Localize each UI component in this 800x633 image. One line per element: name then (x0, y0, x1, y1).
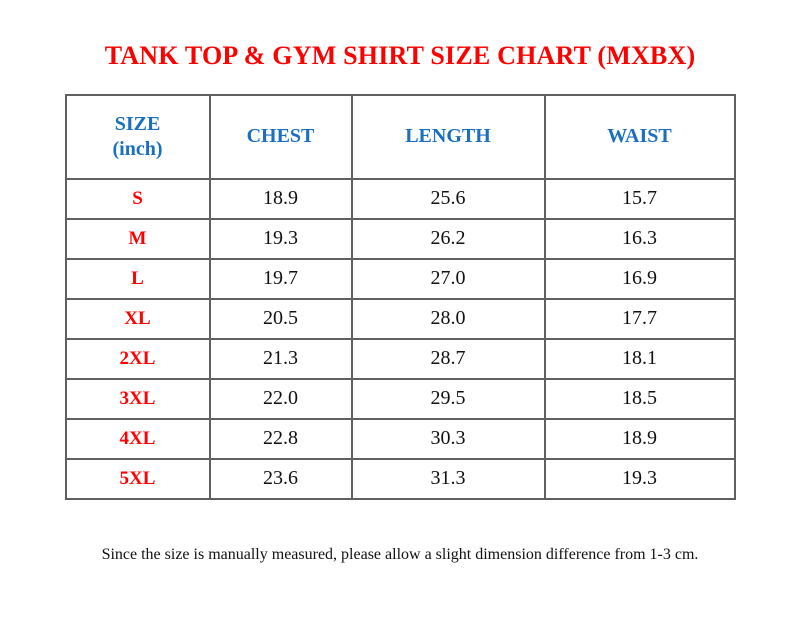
chest-cell: 23.6 (208, 457, 353, 500)
table-row: 2XL 21.3 28.7 18.1 (64, 337, 736, 380)
measurement-note: Since the size is manually measured, ple… (101, 545, 699, 563)
table-row: XL 20.5 28.0 17.7 (64, 297, 736, 340)
size-chart-table: SIZE (inch) CHEST LENGTH WAIST S 18.9 25… (64, 93, 736, 500)
size-cell: S (64, 177, 211, 220)
chest-cell: 21.3 (208, 337, 353, 380)
length-cell: 31.3 (350, 457, 546, 500)
length-cell: 28.7 (350, 337, 546, 380)
chest-cell: 18.9 (208, 177, 353, 220)
table-row: 3XL 22.0 29.5 18.5 (64, 377, 736, 420)
chest-cell: 19.7 (208, 257, 353, 300)
table-row: L 19.7 27.0 16.9 (64, 257, 736, 300)
header-waist: WAIST (543, 93, 736, 180)
waist-cell: 17.7 (543, 297, 736, 340)
table-header-row: SIZE (inch) CHEST LENGTH WAIST (64, 93, 736, 180)
table-row: 5XL 23.6 31.3 19.3 (64, 457, 736, 500)
length-cell: 29.5 (350, 377, 546, 420)
size-cell: 4XL (64, 417, 211, 460)
table-row: M 19.3 26.2 16.3 (64, 217, 736, 260)
table-row: S 18.9 25.6 15.7 (64, 177, 736, 220)
header-size-line2: (inch) (112, 137, 163, 160)
size-cell: 2XL (64, 337, 211, 380)
waist-cell: 19.3 (543, 457, 736, 500)
waist-cell: 18.5 (543, 377, 736, 420)
length-cell: 25.6 (350, 177, 546, 220)
waist-cell: 15.7 (543, 177, 736, 220)
size-cell: M (64, 217, 211, 260)
length-cell: 30.3 (350, 417, 546, 460)
header-length: LENGTH (350, 93, 546, 180)
waist-cell: 18.9 (543, 417, 736, 460)
chest-cell: 22.0 (208, 377, 353, 420)
page-title: TANK TOP & GYM SHIRT SIZE CHART (MXBX) (104, 41, 696, 70)
header-size-line1: SIZE (114, 112, 161, 135)
chest-cell: 19.3 (208, 217, 353, 260)
size-cell: XL (64, 297, 211, 340)
length-cell: 28.0 (350, 297, 546, 340)
size-cell: 5XL (64, 457, 211, 500)
header-chest: CHEST (208, 93, 353, 180)
waist-cell: 18.1 (543, 337, 736, 380)
header-size: SIZE (inch) (64, 93, 211, 180)
length-cell: 27.0 (350, 257, 546, 300)
size-cell: 3XL (64, 377, 211, 420)
waist-cell: 16.9 (543, 257, 736, 300)
waist-cell: 16.3 (543, 217, 736, 260)
length-cell: 26.2 (350, 217, 546, 260)
size-cell: L (64, 257, 211, 300)
chest-cell: 20.5 (208, 297, 353, 340)
table-row: 4XL 22.8 30.3 18.9 (64, 417, 736, 460)
chest-cell: 22.8 (208, 417, 353, 460)
